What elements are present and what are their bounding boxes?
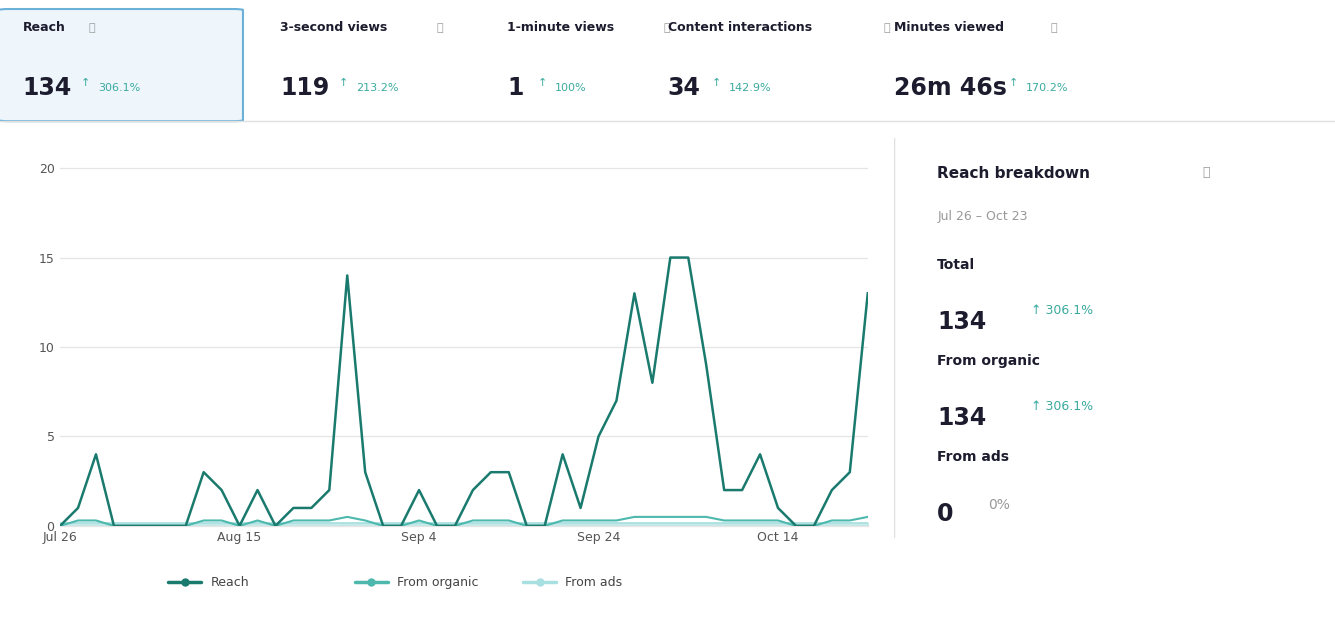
Text: 134: 134 [937, 310, 987, 334]
Text: 0: 0 [937, 502, 953, 526]
Text: Content interactions: Content interactions [668, 21, 812, 34]
Text: Reach: Reach [23, 21, 65, 34]
Text: ↑ 306.1%: ↑ 306.1% [1031, 400, 1093, 413]
FancyBboxPatch shape [0, 9, 243, 121]
Text: Total: Total [937, 258, 976, 272]
Text: 170.2%: 170.2% [1027, 83, 1068, 93]
Text: 0%: 0% [988, 498, 1011, 512]
Text: 1-minute views: 1-minute views [507, 21, 614, 34]
Text: 134: 134 [937, 406, 987, 430]
Text: From organic: From organic [937, 354, 1040, 368]
Text: Reach: Reach [210, 576, 248, 588]
Text: Minutes viewed: Minutes viewed [894, 21, 1004, 34]
Text: ⓘ: ⓘ [88, 23, 95, 33]
Text: ↑: ↑ [537, 78, 547, 88]
Text: ↑: ↑ [712, 78, 721, 88]
Text: ⓘ: ⓘ [884, 23, 890, 33]
Text: 1: 1 [507, 76, 523, 100]
Text: Reach breakdown: Reach breakdown [937, 166, 1091, 181]
Text: 134: 134 [23, 76, 72, 100]
Text: ↑: ↑ [80, 78, 91, 88]
Text: 306.1%: 306.1% [99, 83, 140, 93]
Text: 119: 119 [280, 76, 330, 100]
Text: From ads: From ads [566, 576, 622, 588]
Text: 34: 34 [668, 76, 701, 100]
Text: ⓘ: ⓘ [1202, 166, 1210, 179]
Text: 3-second views: 3-second views [280, 21, 387, 34]
Text: ⓘ: ⓘ [663, 23, 670, 33]
Text: ↑ 306.1%: ↑ 306.1% [1031, 304, 1093, 317]
Text: 213.2%: 213.2% [355, 83, 398, 93]
Text: 100%: 100% [555, 83, 586, 93]
Text: 26m 46s: 26m 46s [894, 76, 1008, 100]
Text: From organic: From organic [398, 576, 479, 588]
Text: 142.9%: 142.9% [729, 83, 772, 93]
Text: Jul 26 – Oct 23: Jul 26 – Oct 23 [937, 210, 1028, 223]
Text: From ads: From ads [937, 450, 1009, 464]
Text: ↑: ↑ [1009, 78, 1019, 88]
Text: ↑: ↑ [339, 78, 348, 88]
Text: ⓘ: ⓘ [1051, 23, 1057, 33]
Text: ⓘ: ⓘ [437, 23, 443, 33]
